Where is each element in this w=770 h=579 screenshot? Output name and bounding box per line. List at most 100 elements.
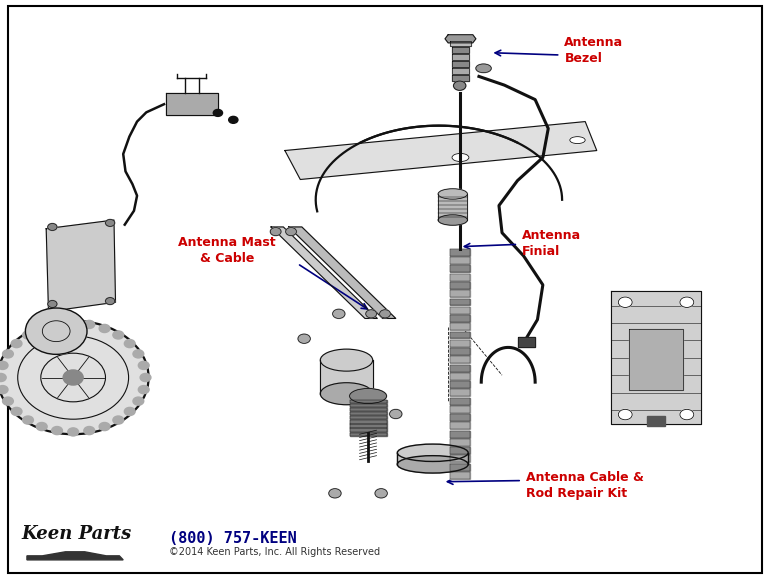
Polygon shape bbox=[450, 348, 470, 355]
Polygon shape bbox=[450, 282, 470, 289]
Circle shape bbox=[213, 109, 223, 116]
Polygon shape bbox=[450, 249, 470, 256]
Circle shape bbox=[48, 223, 57, 230]
Circle shape bbox=[298, 334, 310, 343]
Circle shape bbox=[390, 409, 402, 419]
Polygon shape bbox=[450, 274, 470, 281]
Polygon shape bbox=[350, 416, 387, 420]
Polygon shape bbox=[450, 472, 470, 479]
Circle shape bbox=[0, 386, 8, 394]
Polygon shape bbox=[452, 47, 469, 53]
Polygon shape bbox=[350, 428, 387, 432]
Circle shape bbox=[25, 308, 87, 354]
Polygon shape bbox=[450, 439, 470, 446]
Circle shape bbox=[68, 319, 79, 327]
Polygon shape bbox=[450, 340, 470, 347]
Polygon shape bbox=[350, 400, 387, 403]
Polygon shape bbox=[450, 266, 470, 273]
Circle shape bbox=[36, 423, 47, 431]
Polygon shape bbox=[450, 431, 470, 438]
Polygon shape bbox=[350, 424, 387, 428]
Circle shape bbox=[270, 228, 281, 236]
Circle shape bbox=[12, 339, 22, 347]
Text: Keen Parts: Keen Parts bbox=[22, 525, 132, 543]
Circle shape bbox=[618, 297, 632, 307]
Circle shape bbox=[140, 373, 151, 382]
Polygon shape bbox=[289, 227, 396, 318]
Polygon shape bbox=[438, 194, 467, 220]
Polygon shape bbox=[452, 75, 469, 81]
Circle shape bbox=[124, 339, 135, 347]
Circle shape bbox=[680, 409, 694, 420]
Polygon shape bbox=[450, 257, 470, 264]
Circle shape bbox=[22, 331, 33, 339]
Ellipse shape bbox=[320, 349, 373, 371]
Circle shape bbox=[48, 301, 57, 307]
Text: ©2014 Keen Parts, Inc. All Rights Reserved: ©2014 Keen Parts, Inc. All Rights Reserv… bbox=[169, 547, 380, 558]
Ellipse shape bbox=[452, 153, 469, 162]
Circle shape bbox=[680, 297, 694, 307]
Text: (800) 757-KEEN: (800) 757-KEEN bbox=[169, 531, 297, 546]
Polygon shape bbox=[450, 447, 470, 454]
Polygon shape bbox=[450, 455, 470, 462]
Polygon shape bbox=[450, 299, 470, 306]
Circle shape bbox=[113, 416, 124, 424]
Circle shape bbox=[0, 321, 149, 434]
Polygon shape bbox=[450, 389, 470, 396]
Circle shape bbox=[0, 373, 6, 382]
Polygon shape bbox=[450, 307, 470, 314]
Polygon shape bbox=[450, 332, 470, 339]
Ellipse shape bbox=[476, 64, 491, 72]
Circle shape bbox=[2, 350, 13, 358]
Polygon shape bbox=[611, 291, 701, 424]
Polygon shape bbox=[320, 360, 373, 394]
Polygon shape bbox=[166, 93, 218, 115]
Polygon shape bbox=[350, 433, 387, 436]
Text: Antenna Cable &
Rod Repair Kit: Antenna Cable & Rod Repair Kit bbox=[526, 471, 644, 500]
Polygon shape bbox=[46, 220, 116, 312]
Ellipse shape bbox=[320, 383, 373, 405]
Polygon shape bbox=[450, 290, 470, 297]
Circle shape bbox=[133, 397, 144, 405]
Text: Antenna Mast
& Cable: Antenna Mast & Cable bbox=[179, 236, 276, 265]
Circle shape bbox=[99, 423, 110, 431]
Polygon shape bbox=[450, 315, 470, 322]
Polygon shape bbox=[452, 54, 469, 60]
Ellipse shape bbox=[570, 137, 585, 144]
Ellipse shape bbox=[397, 444, 468, 461]
Polygon shape bbox=[271, 227, 377, 318]
Polygon shape bbox=[452, 68, 469, 74]
Circle shape bbox=[329, 489, 341, 498]
Polygon shape bbox=[450, 414, 470, 421]
Circle shape bbox=[454, 81, 466, 90]
Polygon shape bbox=[397, 453, 468, 464]
Polygon shape bbox=[450, 323, 470, 330]
Polygon shape bbox=[450, 41, 471, 46]
Polygon shape bbox=[27, 552, 123, 560]
Polygon shape bbox=[350, 420, 387, 424]
Circle shape bbox=[22, 416, 33, 424]
Circle shape bbox=[139, 361, 149, 369]
Circle shape bbox=[113, 331, 124, 339]
Polygon shape bbox=[450, 422, 470, 429]
Circle shape bbox=[99, 324, 110, 332]
Text: Antenna
Bezel: Antenna Bezel bbox=[564, 36, 624, 65]
Circle shape bbox=[2, 397, 13, 405]
Circle shape bbox=[124, 408, 135, 416]
Circle shape bbox=[105, 298, 115, 305]
Circle shape bbox=[133, 350, 144, 358]
Polygon shape bbox=[450, 406, 470, 413]
Circle shape bbox=[366, 310, 377, 318]
Circle shape bbox=[286, 228, 296, 236]
Circle shape bbox=[229, 116, 238, 123]
Polygon shape bbox=[350, 412, 387, 415]
Circle shape bbox=[36, 324, 47, 332]
Polygon shape bbox=[518, 337, 535, 347]
Circle shape bbox=[618, 409, 632, 420]
Polygon shape bbox=[285, 122, 597, 179]
Polygon shape bbox=[450, 373, 470, 380]
Ellipse shape bbox=[397, 456, 468, 473]
Polygon shape bbox=[450, 381, 470, 388]
Circle shape bbox=[68, 428, 79, 436]
Circle shape bbox=[84, 427, 95, 435]
